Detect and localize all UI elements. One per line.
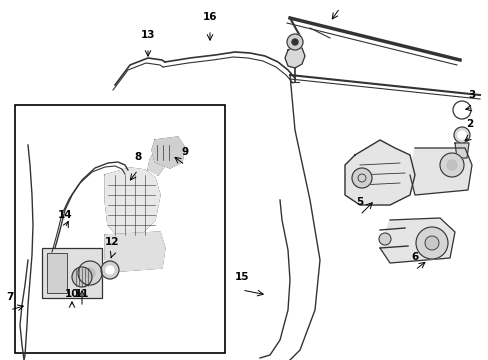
- Text: 8: 8: [134, 152, 142, 162]
- Text: 12: 12: [104, 237, 119, 247]
- Bar: [47, 253, 67, 293]
- Circle shape: [78, 261, 102, 285]
- Circle shape: [291, 39, 297, 45]
- Text: 9: 9: [181, 147, 188, 157]
- Circle shape: [424, 236, 438, 250]
- Circle shape: [452, 101, 470, 119]
- Polygon shape: [285, 46, 305, 68]
- Bar: [42, 248, 102, 298]
- Text: 7: 7: [6, 292, 14, 302]
- Text: 10: 10: [64, 289, 79, 299]
- Circle shape: [101, 261, 119, 279]
- Circle shape: [415, 227, 447, 259]
- Bar: [15, 105, 224, 353]
- Circle shape: [446, 160, 456, 170]
- Circle shape: [286, 34, 303, 50]
- Text: 2: 2: [466, 119, 473, 129]
- Polygon shape: [105, 232, 164, 272]
- Text: 5: 5: [356, 197, 363, 207]
- Circle shape: [85, 268, 95, 278]
- Circle shape: [351, 168, 371, 188]
- Polygon shape: [148, 145, 168, 175]
- Circle shape: [457, 131, 465, 139]
- Text: 13: 13: [141, 30, 155, 40]
- Circle shape: [378, 233, 390, 245]
- Circle shape: [72, 267, 92, 287]
- Circle shape: [453, 127, 469, 143]
- Polygon shape: [454, 143, 468, 158]
- Text: 6: 6: [410, 252, 418, 262]
- Text: 15: 15: [234, 272, 249, 282]
- Circle shape: [106, 266, 114, 274]
- Polygon shape: [105, 168, 160, 238]
- Polygon shape: [409, 148, 471, 195]
- Text: 3: 3: [468, 90, 475, 100]
- Polygon shape: [345, 140, 414, 205]
- Polygon shape: [379, 218, 454, 263]
- Text: 16: 16: [203, 12, 217, 22]
- Text: 14: 14: [58, 210, 72, 220]
- Circle shape: [439, 153, 463, 177]
- Text: 11: 11: [75, 289, 89, 299]
- Polygon shape: [152, 137, 184, 168]
